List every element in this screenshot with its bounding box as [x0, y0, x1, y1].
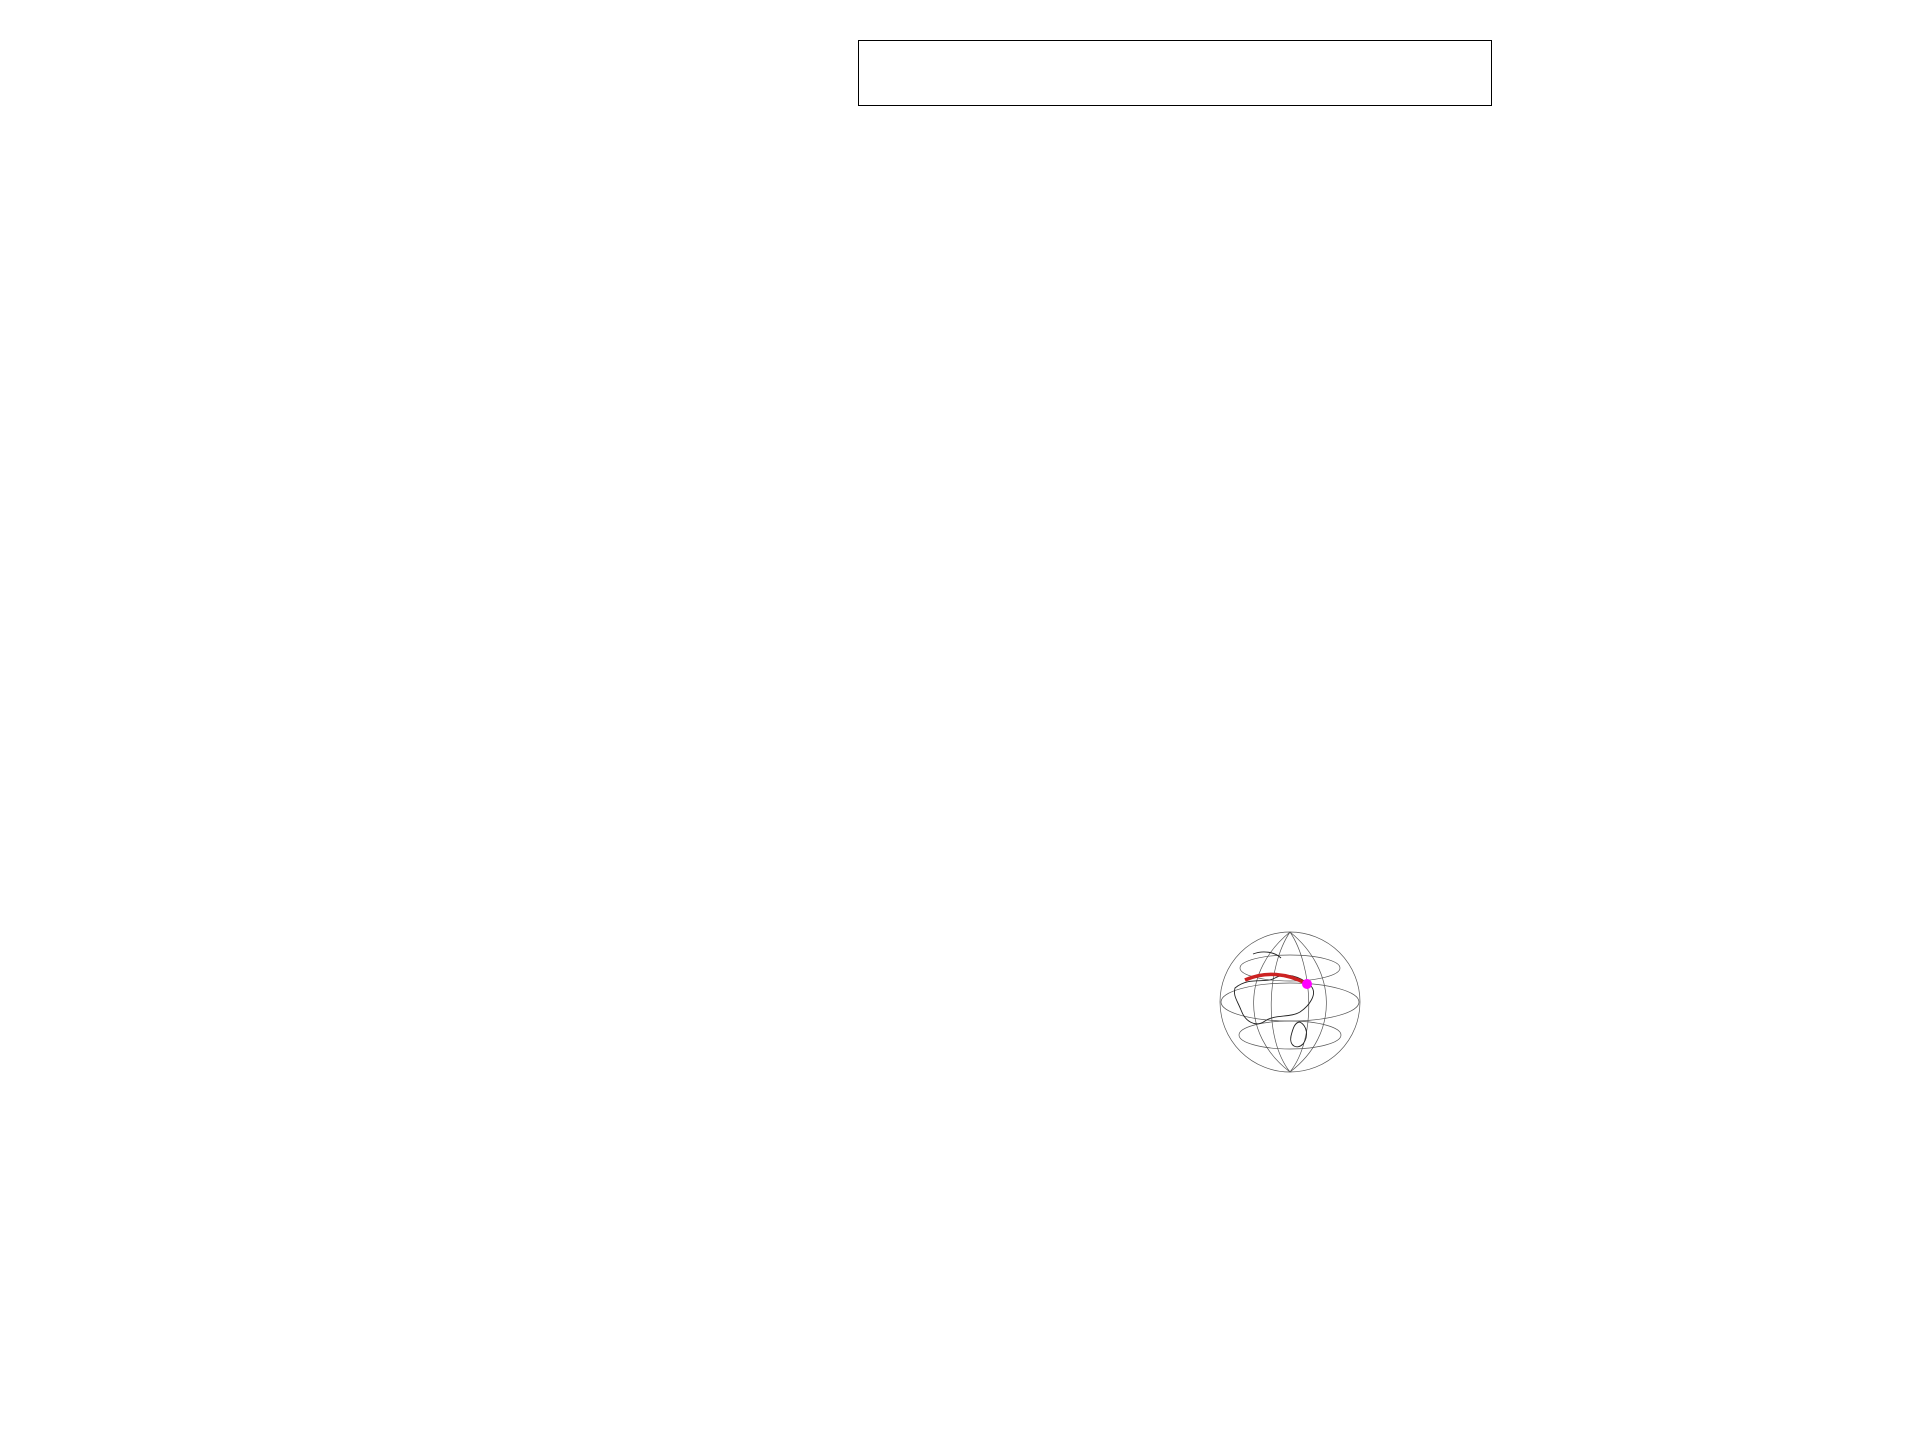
cross-section-slice-line — [1244, 972, 1308, 986]
legend-row-mid — [155, 1020, 317, 1056]
location-map — [1219, 931, 1361, 1073]
colorbar — [858, 40, 1492, 134]
legend-row-total — [155, 948, 317, 984]
legend — [155, 948, 317, 1092]
colorbar-gradient — [858, 40, 1492, 106]
legend-row-low — [155, 1056, 317, 1092]
slice-end-marker — [1302, 979, 1312, 989]
map-graticule — [1219, 931, 1361, 1073]
map-continents — [1234, 951, 1314, 1048]
legend-row-high — [155, 984, 317, 1020]
